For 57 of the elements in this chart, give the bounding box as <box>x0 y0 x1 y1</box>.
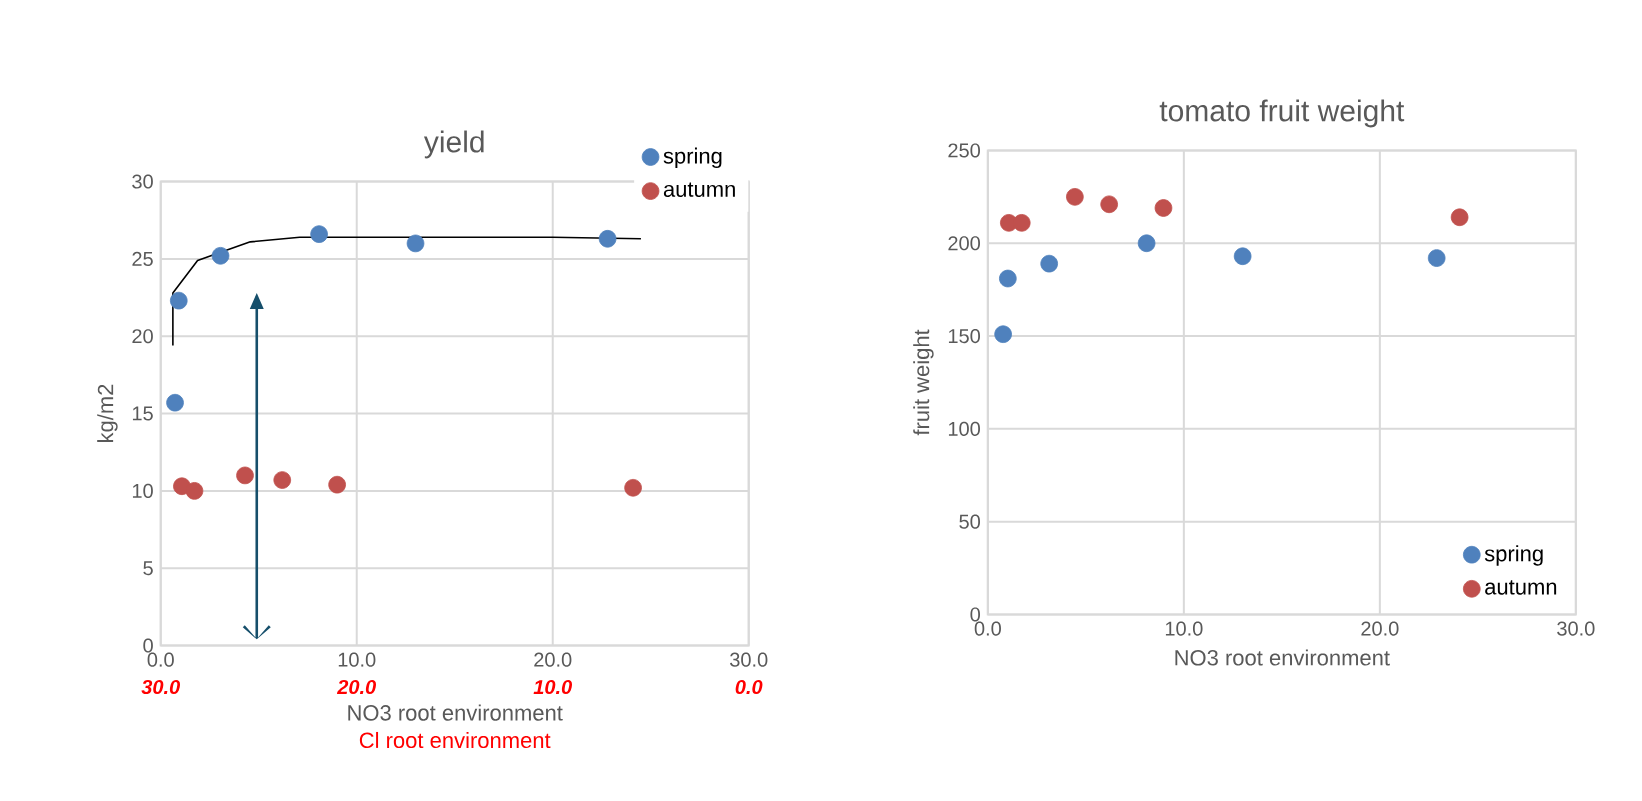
y-axis-title: kg/m2 <box>97 384 118 443</box>
x-axis-title: NO3 root environment <box>1175 649 1390 666</box>
point <box>999 269 1017 288</box>
y-tick-label: 5 <box>143 561 153 576</box>
y-tick-label: 50 <box>959 514 981 529</box>
y-tick-label: 150 <box>948 328 980 344</box>
chart-title: tomato fruit weight <box>1159 99 1405 128</box>
x2-tick-label: 0.0 <box>735 679 763 695</box>
x-tick-label: 10.0 <box>338 652 376 667</box>
point <box>273 471 292 489</box>
y-tick-label: 10 <box>132 483 153 498</box>
point <box>211 246 230 265</box>
y-tick-label: 250 <box>948 143 980 158</box>
point <box>1137 234 1156 253</box>
point <box>1233 247 1252 266</box>
point <box>406 234 425 253</box>
y-tick-label: 15 <box>132 406 153 421</box>
x-tick-label: 0.0 <box>147 652 174 667</box>
y-tick-label: 200 <box>948 236 980 251</box>
y-tick-label: 100 <box>948 421 980 436</box>
y-tick-label: 30 <box>132 174 153 189</box>
point <box>169 291 188 310</box>
x-tick-label: 10.0 <box>1165 621 1203 636</box>
x2-tick-label: 30.0 <box>141 679 181 695</box>
y-tick-label: 20 <box>132 329 153 344</box>
y-tick-label: 25 <box>132 251 153 266</box>
point <box>1040 254 1058 273</box>
x2-axis-title: Cl root environment <box>359 731 551 749</box>
x2-tick-label: 10.0 <box>533 679 573 695</box>
legend-label: spring <box>663 147 722 169</box>
legend-label: autumn <box>1485 580 1557 595</box>
point <box>185 482 204 500</box>
x-tick-label: 30.0 <box>730 652 768 667</box>
point <box>166 393 184 412</box>
point <box>1100 195 1118 214</box>
chart-title: yield <box>423 130 484 159</box>
legend-label: autumn <box>663 182 735 197</box>
x-axis-title: NO3 root environment <box>348 704 563 721</box>
y-tick-label: 0 <box>143 638 153 653</box>
y-tick-label: 0 <box>970 607 981 622</box>
x-tick-label: 20.0 <box>534 652 572 667</box>
y-axis-title: fruit weight <box>913 329 934 436</box>
point <box>1450 208 1469 227</box>
point <box>1066 188 1084 206</box>
point <box>994 325 1012 343</box>
point <box>1427 249 1446 267</box>
legend-label: spring <box>1484 545 1543 566</box>
x-tick-label: 0.0 <box>974 621 1001 636</box>
point <box>1154 199 1173 217</box>
point <box>598 229 617 248</box>
point <box>624 478 642 497</box>
x-tick-label: 30.0 <box>1557 621 1595 636</box>
x2-tick-label: 20.0 <box>336 679 377 695</box>
point <box>236 466 254 485</box>
x-tick-label: 20.0 <box>1361 621 1399 636</box>
point <box>310 225 328 243</box>
point <box>328 475 346 494</box>
